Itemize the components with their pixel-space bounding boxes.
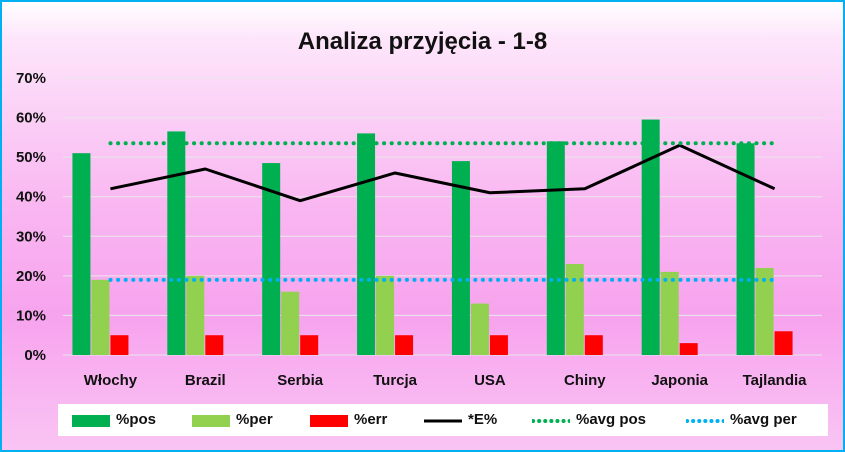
- bar-per: [660, 271, 679, 355]
- bar-per: [755, 267, 774, 355]
- bar-err: [110, 335, 129, 355]
- chart-legend: %pos %per %err *E% %avg pos %avg per: [58, 404, 828, 436]
- y-tick-label: 60%: [16, 110, 46, 127]
- bar-pos: [451, 161, 470, 355]
- legend-label-e: *E%: [468, 411, 498, 428]
- bar-err: [395, 335, 414, 355]
- x-tick-label: Brazil: [185, 372, 226, 389]
- x-tick-label: Włochy: [84, 372, 138, 389]
- bar-per: [91, 279, 110, 355]
- bar-per: [470, 303, 489, 355]
- legend-label-per: %per: [236, 411, 273, 428]
- bar-err: [489, 335, 508, 355]
- y-tick-label: 0%: [24, 347, 46, 364]
- legend-swatch-avg-per: [686, 419, 724, 423]
- bar-err: [205, 335, 224, 355]
- bar-err: [679, 343, 698, 355]
- legend-label-avg-per: %avg per: [730, 411, 797, 428]
- series-line-e: [110, 143, 776, 203]
- bar-pos: [72, 153, 91, 355]
- bar-per: [281, 291, 300, 355]
- x-tick-label: Chiny: [564, 372, 606, 389]
- x-tick-label: USA: [474, 372, 506, 389]
- x-tick-label: Turcja: [373, 372, 418, 389]
- legend-swatch-err: [310, 415, 348, 427]
- bar-per: [565, 263, 584, 355]
- chart-title: Analiza przyjęcia - 1-8: [297, 28, 548, 55]
- x-tick-label: Tajlandia: [743, 372, 808, 389]
- y-tick-label: 40%: [16, 189, 46, 206]
- legend-label-pos: %pos: [116, 411, 157, 428]
- bar-pos: [546, 141, 565, 355]
- legend-swatch-e: [424, 419, 462, 423]
- legend-swatch-per: [192, 415, 230, 427]
- bar-pos: [736, 143, 755, 355]
- y-tick-label: 10%: [16, 307, 46, 324]
- legend-swatch-pos: [72, 415, 110, 427]
- bar-pos: [357, 133, 376, 355]
- bar-per: [376, 275, 395, 355]
- y-tick-label: 20%: [16, 268, 46, 285]
- bar-err: [774, 331, 793, 355]
- legend-label-err: %err: [354, 411, 388, 428]
- y-tick-label: 50%: [16, 149, 46, 166]
- y-tick-label: 70%: [16, 70, 46, 87]
- x-tick-label: Serbia: [277, 372, 324, 389]
- x-tick-label: Japonia: [651, 372, 708, 389]
- bar-per: [186, 275, 205, 355]
- legend-swatch-avg-pos: [532, 419, 570, 423]
- bar-pos: [641, 119, 660, 355]
- legend-label-avg-pos: %avg pos: [576, 411, 647, 428]
- bar-err: [584, 335, 603, 355]
- bar-err: [300, 335, 319, 355]
- y-tick-label: 30%: [16, 228, 46, 245]
- bar-pos: [167, 131, 186, 355]
- bar-pos: [262, 163, 281, 355]
